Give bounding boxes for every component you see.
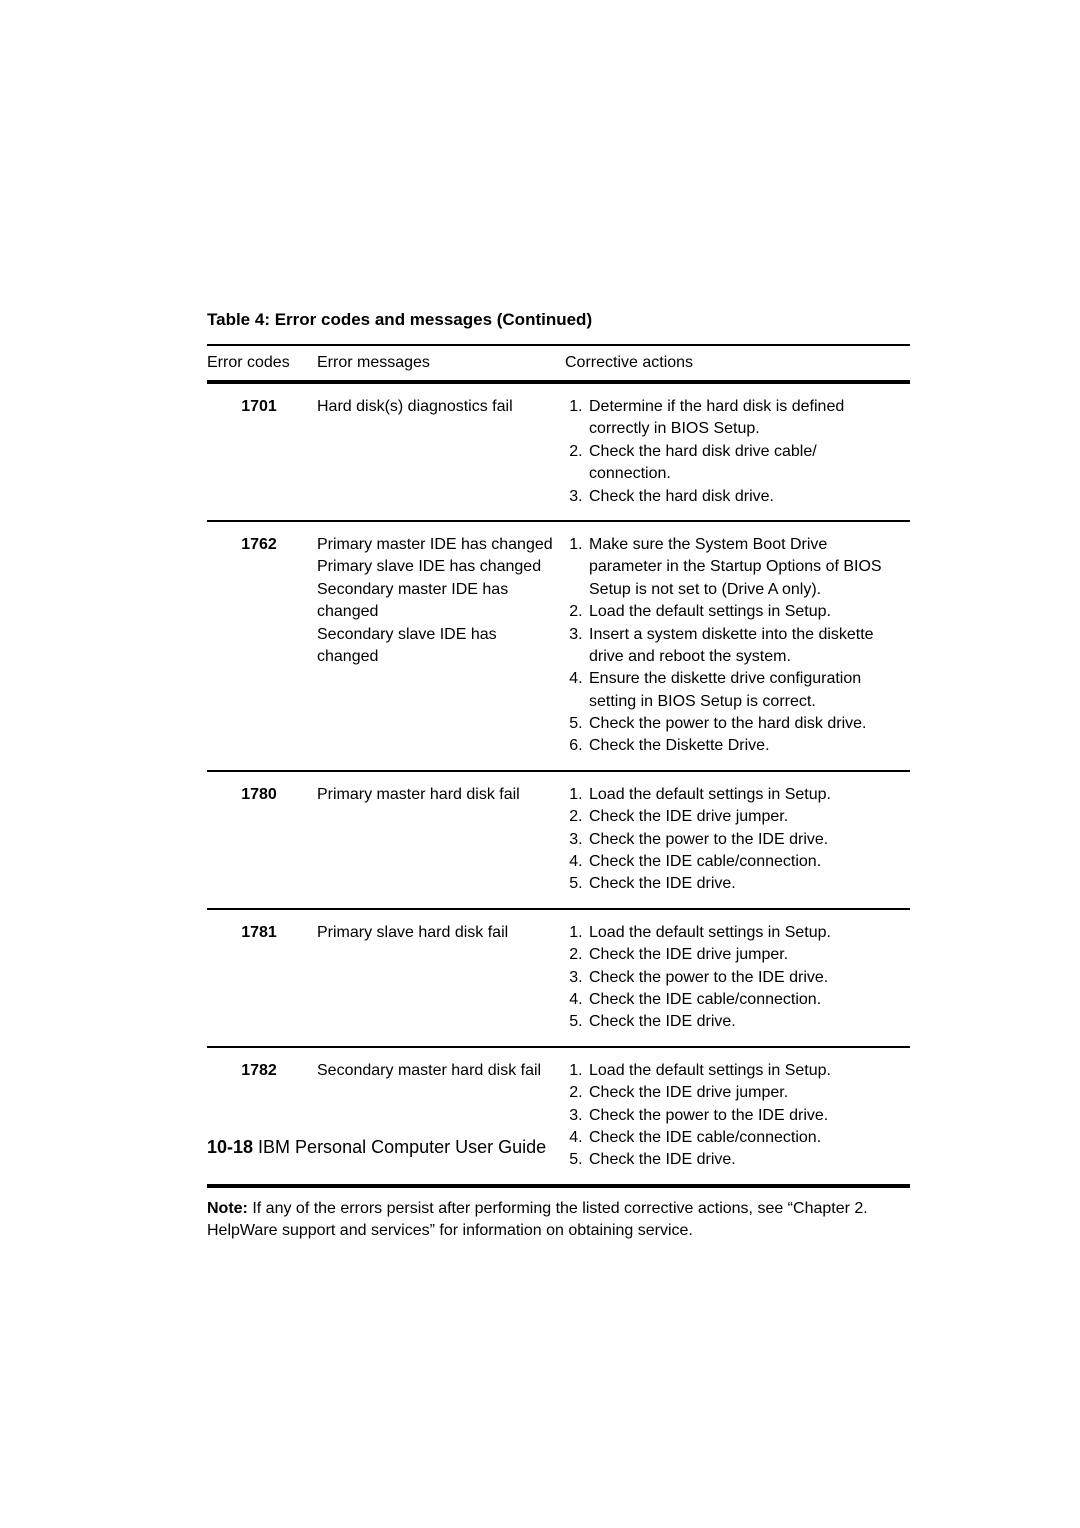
corrective-action-item: Check the IDE drive jumper. bbox=[587, 1082, 900, 1104]
table-row: 1780Primary master hard disk fail Load th… bbox=[207, 771, 910, 909]
table-note: Note: If any of the errors persist after… bbox=[207, 1198, 910, 1243]
corrective-action-item: Check the power to the IDE drive. bbox=[587, 1105, 900, 1127]
error-message-cell: Secondary master hard disk fail bbox=[317, 1047, 565, 1186]
error-code-cell: 1780 bbox=[207, 771, 317, 909]
error-code-cell: 1762 bbox=[207, 521, 317, 771]
corrective-action-item: Check the IDE cable/connection. bbox=[587, 851, 900, 873]
note-label: Note: bbox=[207, 1200, 248, 1217]
document-page: Table 4: Error codes and messages (Conti… bbox=[0, 0, 1080, 1528]
error-codes-table: Error codes Error messages Corrective ac… bbox=[207, 344, 910, 1188]
page-footer: 10-18 IBM Personal Computer User Guide bbox=[207, 1137, 546, 1158]
corrective-actions-cell: Load the default settings in Setup.Check… bbox=[565, 771, 910, 909]
error-message-cell: Hard disk(s) diagnostics fail bbox=[317, 382, 565, 521]
corrective-actions-cell: Load the default settings in Setup.Check… bbox=[565, 909, 910, 1047]
error-code-cell: 1782 bbox=[207, 1047, 317, 1186]
table-row: 1782Secondary master hard disk fail Load … bbox=[207, 1047, 910, 1186]
error-code-cell: 1781 bbox=[207, 909, 317, 1047]
note-text: If any of the errors persist after perfo… bbox=[207, 1200, 868, 1239]
header-error-codes: Error codes bbox=[207, 345, 317, 382]
error-message-text: Primary slave hard disk fail bbox=[317, 922, 555, 944]
footer-title: IBM Personal Computer User Guide bbox=[253, 1137, 546, 1157]
corrective-action-item: Load the default settings in Setup. bbox=[587, 601, 900, 623]
corrective-action-item: Determine if the hard disk is defined co… bbox=[587, 396, 900, 441]
table-row: 1781Primary slave hard disk fail Load the… bbox=[207, 909, 910, 1047]
error-message-cell: Primary slave hard disk fail bbox=[317, 909, 565, 1047]
corrective-actions-list: Make sure the System Boot Drive paramete… bbox=[565, 534, 900, 758]
error-message-text: Primary slave IDE has changed bbox=[317, 556, 555, 578]
corrective-actions-cell: Make sure the System Boot Drive paramete… bbox=[565, 521, 910, 771]
corrective-action-item: Check the IDE cable/connection. bbox=[587, 1127, 900, 1149]
corrective-action-item: Check the IDE drive jumper. bbox=[587, 944, 900, 966]
error-message-text: Primary master IDE has changed bbox=[317, 534, 555, 556]
corrective-action-item: Check the power to the hard disk drive. bbox=[587, 713, 900, 735]
corrective-action-item: Load the default settings in Setup. bbox=[587, 1060, 900, 1082]
corrective-action-item: Check the hard disk drive cable/ connect… bbox=[587, 441, 900, 486]
table-header-row: Error codes Error messages Corrective ac… bbox=[207, 345, 910, 382]
page-number: 10-18 bbox=[207, 1137, 253, 1157]
corrective-action-item: Check the IDE cable/connection. bbox=[587, 989, 900, 1011]
corrective-action-item: Check the power to the IDE drive. bbox=[587, 829, 900, 851]
corrective-action-item: Check the IDE drive jumper. bbox=[587, 806, 900, 828]
corrective-action-item: Insert a system diskette into the disket… bbox=[587, 624, 900, 669]
corrective-actions-cell: Determine if the hard disk is defined co… bbox=[565, 382, 910, 521]
error-message-text: Primary master hard disk fail bbox=[317, 784, 555, 806]
corrective-actions-list: Load the default settings in Setup.Check… bbox=[565, 1060, 900, 1172]
table-body: 1701Hard disk(s) diagnostics fail Determi… bbox=[207, 382, 910, 1186]
corrective-action-item: Check the Diskette Drive. bbox=[587, 735, 900, 757]
corrective-actions-cell: Load the default settings in Setup.Check… bbox=[565, 1047, 910, 1186]
error-message-text: Secondary master IDE has changed bbox=[317, 579, 555, 624]
corrective-action-item: Check the IDE drive. bbox=[587, 873, 900, 895]
error-message-text: Hard disk(s) diagnostics fail bbox=[317, 396, 555, 418]
error-message-text: Secondary master hard disk fail bbox=[317, 1060, 555, 1082]
error-message-cell: Primary master IDE has changedPrimary sl… bbox=[317, 521, 565, 771]
corrective-action-item: Load the default settings in Setup. bbox=[587, 922, 900, 944]
corrective-action-item: Load the default settings in Setup. bbox=[587, 784, 900, 806]
table-caption: Table 4: Error codes and messages (Conti… bbox=[207, 310, 910, 330]
corrective-action-item: Check the IDE drive. bbox=[587, 1149, 900, 1171]
corrective-action-item: Make sure the System Boot Drive paramete… bbox=[587, 534, 900, 601]
corrective-action-item: Ensure the diskette drive configuration … bbox=[587, 668, 900, 713]
table-row: 1762Primary master IDE has changedPrimar… bbox=[207, 521, 910, 771]
error-message-text: Secondary slave IDE has changed bbox=[317, 624, 555, 669]
corrective-actions-list: Load the default settings in Setup.Check… bbox=[565, 922, 900, 1034]
corrective-action-item: Check the IDE drive. bbox=[587, 1011, 900, 1033]
corrective-action-item: Check the power to the IDE drive. bbox=[587, 967, 900, 989]
header-corrective-actions: Corrective actions bbox=[565, 345, 910, 382]
error-message-cell: Primary master hard disk fail bbox=[317, 771, 565, 909]
table-row: 1701Hard disk(s) diagnostics fail Determi… bbox=[207, 382, 910, 521]
error-code-cell: 1701 bbox=[207, 382, 317, 521]
corrective-action-item: Check the hard disk drive. bbox=[587, 486, 900, 508]
corrective-actions-list: Determine if the hard disk is defined co… bbox=[565, 396, 900, 508]
header-error-messages: Error messages bbox=[317, 345, 565, 382]
corrective-actions-list: Load the default settings in Setup.Check… bbox=[565, 784, 900, 896]
